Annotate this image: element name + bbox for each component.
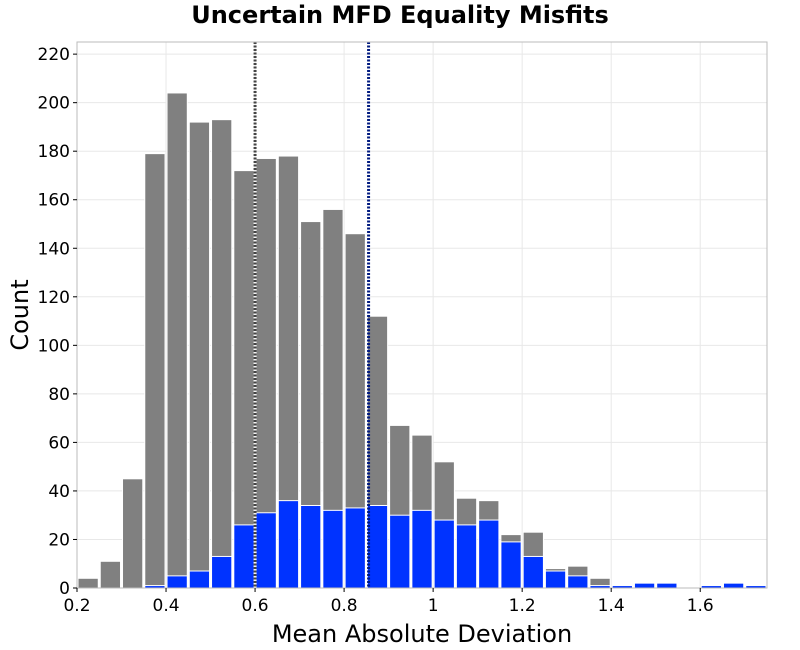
x-tick-label: 0.8	[331, 596, 358, 616]
x-axis-label: Mean Absolute Deviation	[272, 620, 572, 648]
bar-subset	[322, 509, 344, 589]
y-tick-label: 80	[48, 385, 70, 405]
bar-subset	[300, 504, 322, 589]
x-tick-label: 1	[428, 596, 439, 616]
bars-subset-series	[144, 500, 767, 589]
x-tick-label: 0.2	[63, 596, 90, 616]
y-tick-label: 20	[48, 530, 70, 550]
bar-total	[122, 478, 144, 589]
y-tick-label: 140	[38, 239, 70, 259]
chart-title: Uncertain MFD Equality Misfits	[191, 1, 609, 29]
y-tick-label: 0	[59, 579, 70, 599]
bar-subset	[255, 512, 277, 589]
x-axis-ticks: 0.2 0.4 0.6 0.8 1 1.2 1.4 1.6	[63, 588, 714, 616]
bar-subset	[433, 519, 455, 589]
bar-subset	[478, 519, 500, 589]
y-tick-label: 180	[38, 142, 70, 162]
y-tick-label: 100	[38, 336, 70, 356]
bar-subset	[500, 541, 522, 589]
bar-subset	[522, 555, 544, 589]
bar-total	[99, 560, 122, 589]
bar-total	[188, 121, 211, 589]
bar-subset	[722, 582, 745, 589]
bar-subset	[544, 570, 567, 589]
y-tick-label: 160	[38, 191, 70, 211]
bar-subset	[166, 575, 188, 589]
x-tick-label: 0.4	[153, 596, 180, 616]
y-axis-label: Count	[6, 279, 34, 350]
bar-total	[166, 92, 188, 589]
bar-total	[144, 153, 166, 589]
x-tick-label: 1.2	[509, 596, 536, 616]
y-axis-ticks: 0 20 40 60 80 100 120 140 160 180 200 220	[38, 45, 77, 599]
bar-subset	[656, 582, 678, 589]
bar-subset	[211, 555, 233, 589]
x-tick-label: 1.6	[687, 596, 714, 616]
y-tick-label: 40	[48, 482, 70, 502]
bar-subset	[233, 524, 255, 589]
y-tick-label: 60	[48, 433, 70, 453]
bar-total	[211, 119, 233, 589]
bar-subset	[389, 514, 411, 589]
bar-subset	[455, 524, 478, 589]
bar-subset	[366, 504, 389, 589]
x-tick-label: 1.4	[598, 596, 625, 616]
bar-subset	[277, 500, 300, 589]
bar-subset	[344, 507, 366, 589]
bar-total	[77, 577, 99, 589]
plot-frame	[76, 41, 768, 589]
bar-subset	[188, 570, 211, 589]
x-tick-label: 0.6	[242, 596, 269, 616]
bar-subset	[567, 575, 589, 589]
y-tick-label: 200	[38, 94, 70, 114]
reference-lines	[253, 42, 371, 588]
bar-subset	[633, 582, 656, 589]
bars-total-series	[77, 92, 767, 589]
y-tick-label: 220	[38, 45, 70, 65]
bar-subset	[411, 509, 433, 589]
y-tick-label: 120	[38, 288, 70, 308]
